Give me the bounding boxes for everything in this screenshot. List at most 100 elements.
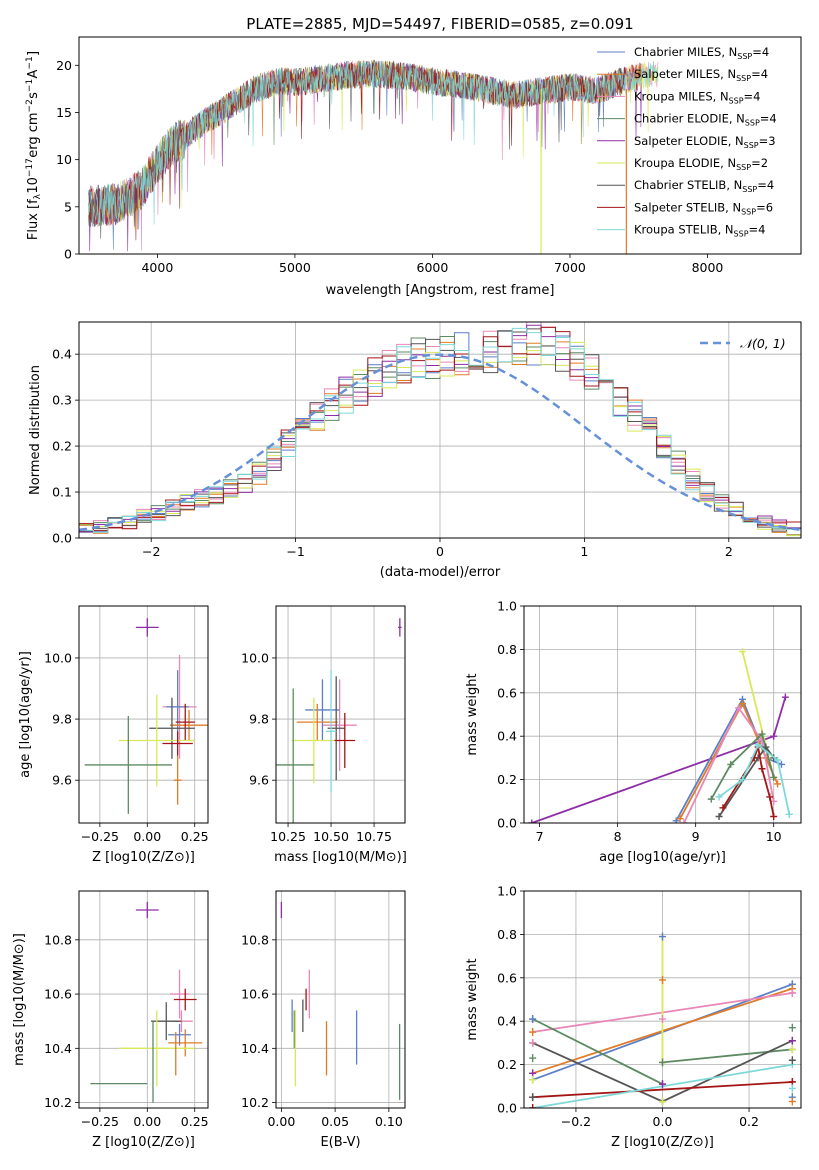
y-tick-label: 20	[56, 58, 72, 73]
legend-label: Chabrier MILES, NSSP=4	[634, 45, 769, 61]
y-label-part: s	[26, 92, 41, 99]
y-tick-label: 0.2	[497, 1057, 517, 1072]
x-axis-label: mass [log10(M/M⊙)]	[274, 850, 407, 865]
x-tick-label: 7000	[554, 260, 586, 275]
y-tick-label: 0.4	[497, 1014, 517, 1029]
y-tick-label: 0	[64, 247, 72, 262]
y-label-part: −1	[25, 79, 35, 92]
y-label-part: erg cm	[26, 112, 41, 157]
y-label-part: ]	[26, 51, 41, 56]
weight-marker	[774, 780, 782, 788]
x-tick-label: 0.00	[133, 829, 161, 844]
x-tick-label: 0.05	[321, 1114, 349, 1129]
legend-text: =4	[749, 223, 766, 237]
x-tick-label: 8000	[692, 260, 724, 275]
y-tick-label: 0.6	[497, 970, 517, 985]
legend-text: Chabrier MILES, N	[634, 45, 737, 59]
y-tick-label: 9.8	[52, 712, 72, 727]
x-tick-label: −0.25	[81, 1114, 119, 1129]
weight-series-line	[710, 732, 775, 800]
legend-subscript: SSP	[736, 163, 751, 172]
axes-frame	[78, 36, 802, 255]
legend-label: Kroupa MILES, NSSP=4	[634, 89, 760, 105]
figure-title: PLATE=2885, MJD=54497, FIBERID=0585, z=0…	[246, 15, 633, 33]
weight-marker	[781, 693, 789, 701]
y-tick-label: 10.0	[44, 650, 72, 665]
y-tick-label: 10.6	[241, 987, 269, 1002]
legend-subscript: SSP	[744, 141, 759, 150]
y-tick-label: 0.8	[497, 927, 517, 942]
axes-frame	[275, 605, 406, 824]
axes-frame	[78, 321, 802, 539]
y-label-part: −1	[25, 56, 35, 69]
y-tick-label: 0.1	[52, 485, 72, 500]
weight-series-line	[683, 706, 775, 823]
legend-text: =4	[760, 112, 777, 126]
x-tick-label: 0.00	[133, 1114, 161, 1129]
legend-subscript: SSP	[742, 185, 757, 194]
weight-marker	[659, 932, 666, 941]
x-tick-label: −2	[142, 544, 160, 559]
legend-label: Salpeter STELIB, NSSP=6	[634, 200, 773, 216]
weight-marker	[738, 700, 746, 708]
weight-marker	[788, 1056, 796, 1065]
x-axis-label: (data-model)/error	[380, 565, 501, 580]
x-tick-label: 10	[766, 829, 782, 844]
weight-marker	[788, 1045, 796, 1054]
weight-marker	[715, 812, 723, 820]
x-tick-label: 2	[725, 544, 733, 559]
y-tick-label: 1.0	[497, 599, 517, 614]
weight-marker	[659, 1058, 666, 1067]
plot-area-spectrum	[88, 59, 659, 254]
x-tick-label: 8	[614, 829, 622, 844]
weight-marker	[659, 1097, 666, 1106]
x-tick-label: 0.2	[739, 1114, 759, 1129]
panel-massweight_vs_Z: −0.2 0.0 0.2 0.0 0.2 0.4 0.6 0.8 1.0 Z [log10(Z/Z…	[465, 884, 802, 1150]
weight-marker	[680, 819, 688, 823]
y-tick-label: 10.8	[241, 932, 269, 947]
axes-frame	[523, 605, 802, 824]
weight-marker	[770, 732, 778, 740]
x-axis-label: Z [log10(Z/Z⊙)]	[92, 1135, 195, 1150]
axes-frame	[78, 890, 209, 1109]
panel-mass_vs_ebv: 0.00 0.05 0.10 10.2 10.4 10.6 10.8 E(B-V)	[241, 890, 406, 1150]
panel-age_vs_mass: 10.25 10.50 10.75 9.6 9.8 10.0 mass [log10(M/M…	[241, 605, 407, 865]
y-tick-label: 10.4	[241, 1041, 269, 1056]
weight-marker	[529, 1038, 537, 1047]
y-tick-label: 9.6	[249, 773, 269, 788]
x-tick-label: 0.25	[181, 829, 209, 844]
plot-area-age_vs_mass	[276, 618, 402, 823]
x-tick-label: 7	[536, 829, 544, 844]
y-tick-label: 0.4	[497, 729, 517, 744]
legend-text: =4	[757, 178, 774, 192]
panel-age_vs_Z: −0.25 0.00 0.25 9.6 9.8 10.0 Z [log10(Z/Z⊙)] ag…	[18, 605, 209, 865]
legend-label: 𝒩(0, 1)	[740, 336, 786, 351]
weight-marker	[719, 804, 727, 812]
weight-marker	[676, 815, 684, 823]
x-tick-label: 0.10	[375, 1114, 403, 1129]
x-tick-label: 9	[692, 829, 700, 844]
weight-marker	[529, 1054, 537, 1063]
x-tick-label: 10.25	[270, 829, 306, 844]
legend-subscript: SSP	[745, 119, 760, 128]
x-axis-label: E(B-V)	[320, 1135, 360, 1150]
legend-subscript: SSP	[737, 52, 752, 61]
x-tick-label: −0.25	[81, 829, 119, 844]
x-tick-label: 1	[580, 544, 588, 559]
weight-marker	[659, 975, 666, 984]
legend-text: Kroupa ELODIE, N	[634, 156, 736, 170]
axes-frame	[523, 890, 802, 1109]
weight-marker	[529, 1093, 537, 1102]
legend-text: =4	[751, 67, 768, 81]
x-tick-label: −0.2	[561, 1114, 591, 1129]
legend-text: Salpeter MILES, N	[634, 67, 736, 81]
y-tick-label: 10	[56, 152, 72, 167]
y-tick-label: 0.2	[497, 772, 517, 787]
weight-marker	[788, 988, 796, 997]
y-tick-label: 9.6	[52, 773, 72, 788]
panel-residuals: −2 −1 0 1 2 0.0 0.1 0.2 0.3 0.4 (data-model)/error…	[28, 321, 802, 580]
legend-subscript: SSP	[729, 96, 744, 105]
y-label-part: A	[26, 69, 41, 78]
x-tick-label: 0.25	[181, 1114, 209, 1129]
